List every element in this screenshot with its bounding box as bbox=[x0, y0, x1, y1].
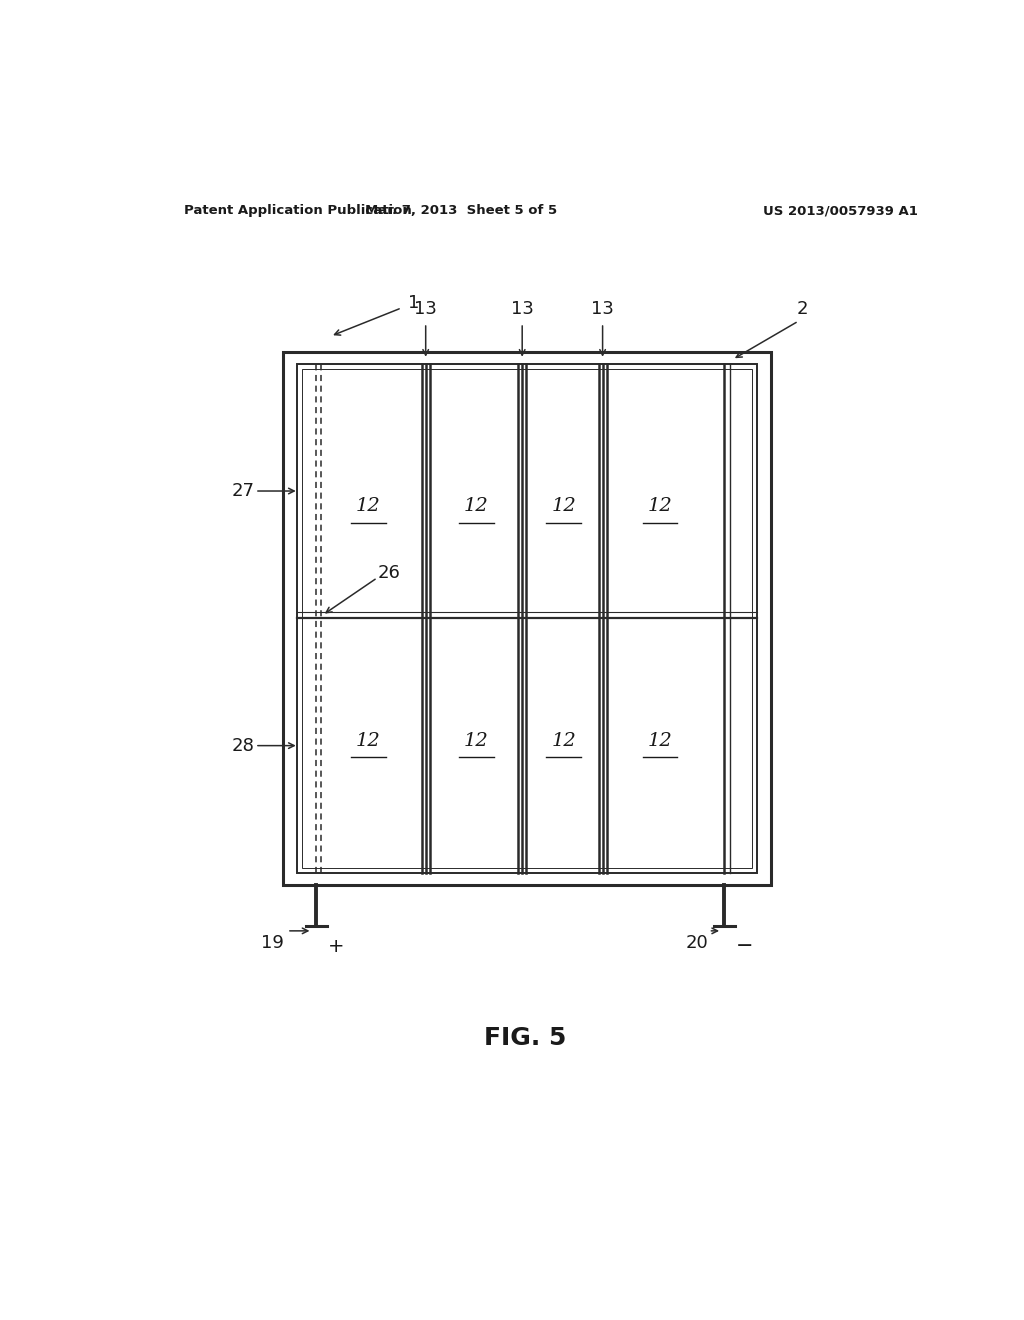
Text: 20: 20 bbox=[685, 935, 708, 952]
Text: −: − bbox=[735, 936, 753, 956]
Text: 26: 26 bbox=[378, 564, 400, 582]
Text: 12: 12 bbox=[356, 731, 381, 750]
Text: 12: 12 bbox=[356, 498, 381, 515]
Text: 1: 1 bbox=[408, 294, 420, 312]
Text: 12: 12 bbox=[647, 498, 673, 515]
Text: FIG. 5: FIG. 5 bbox=[483, 1026, 566, 1049]
Text: 13: 13 bbox=[511, 300, 534, 318]
Text: 13: 13 bbox=[591, 300, 614, 318]
Text: 12: 12 bbox=[464, 731, 488, 750]
Bar bbox=[302, 368, 752, 867]
Text: 12: 12 bbox=[647, 731, 673, 750]
Text: 2: 2 bbox=[797, 300, 808, 318]
Text: Patent Application Publication: Patent Application Publication bbox=[183, 205, 412, 216]
Text: 12: 12 bbox=[464, 498, 488, 515]
Text: 12: 12 bbox=[551, 731, 575, 750]
Text: +: + bbox=[328, 937, 344, 956]
Text: 19: 19 bbox=[261, 935, 284, 952]
Bar bbox=[297, 364, 757, 873]
Text: US 2013/0057939 A1: US 2013/0057939 A1 bbox=[763, 205, 918, 216]
Text: 27: 27 bbox=[231, 482, 255, 500]
Text: Mar. 7, 2013  Sheet 5 of 5: Mar. 7, 2013 Sheet 5 of 5 bbox=[366, 205, 557, 216]
Text: 12: 12 bbox=[551, 498, 575, 515]
Text: 28: 28 bbox=[231, 737, 255, 755]
Text: 13: 13 bbox=[415, 300, 437, 318]
Bar bbox=[283, 351, 771, 886]
